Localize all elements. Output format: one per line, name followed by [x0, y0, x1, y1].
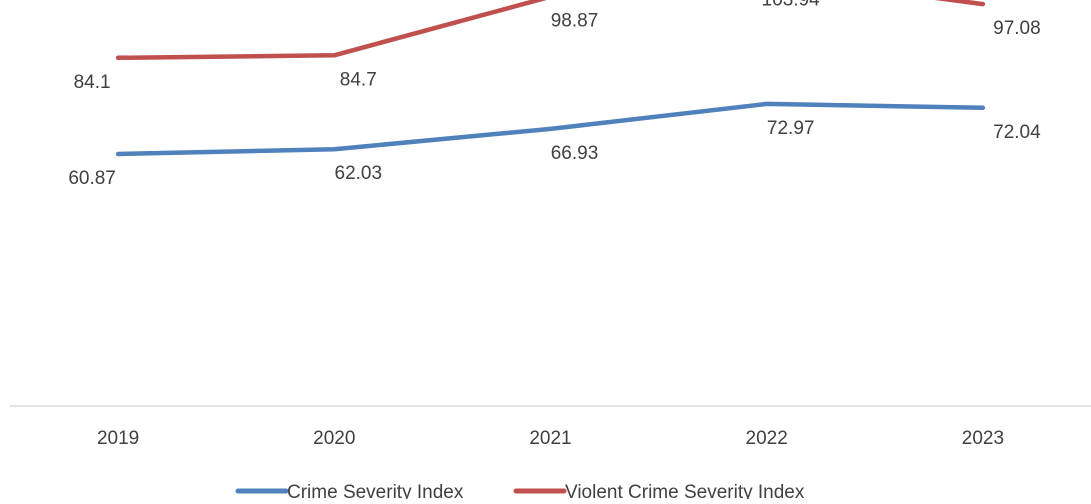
legend-label: Violent Crime Severity Index [565, 482, 805, 499]
x-tick-label: 2022 [746, 428, 788, 449]
data-label: 84.7 [340, 69, 377, 90]
data-label: 97.08 [993, 18, 1041, 39]
legend-item: Violent Crime Severity Index [513, 482, 805, 503]
x-tick-label: 2019 [97, 428, 139, 449]
x-tick-label: 2020 [313, 428, 355, 449]
legend: Crime Severity Index Violent Crime Severi… [235, 482, 805, 503]
data-label: 72.04 [993, 122, 1041, 143]
series-2: 84.1 84.7 98.87 103.94 97.08 [74, 0, 1041, 93]
data-label: 103.94 [762, 0, 821, 11]
data-label: 98.87 [551, 11, 599, 32]
x-tick-label: 2021 [529, 428, 571, 449]
data-label: 84.1 [74, 72, 111, 93]
series-layer: 60.87 62.03 66.93 72.97 72.04 84.1 84.7 98.87 10… [68, 0, 1041, 189]
series-1: 60.87 62.03 66.93 72.97 72.04 [68, 101, 1041, 189]
data-label: 72.97 [767, 118, 815, 139]
data-label: 66.93 [551, 143, 599, 164]
data-label: 62.03 [335, 163, 383, 184]
x-axis-ticks: 2019 2020 2021 2022 2023 [97, 428, 1004, 449]
x-tick-label: 2023 [962, 428, 1004, 449]
legend-item: Crime Severity Index [235, 482, 464, 503]
data-label: 60.87 [68, 168, 116, 189]
series-line [115, 101, 986, 157]
legend-label: Crime Severity Index [287, 482, 464, 499]
series-line [115, 0, 986, 61]
